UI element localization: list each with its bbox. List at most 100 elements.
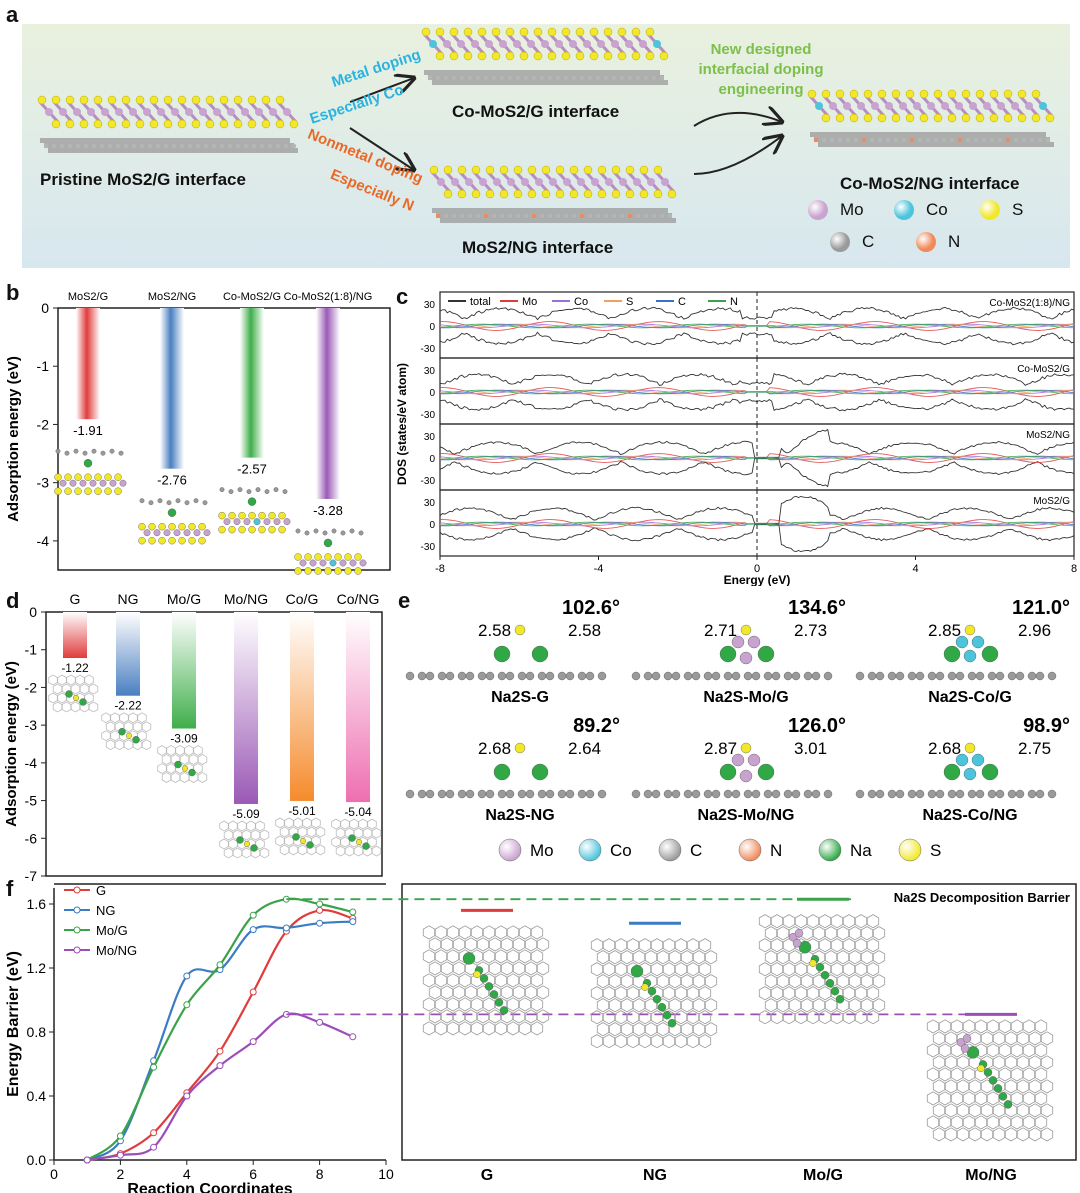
carbon-atom	[587, 75, 593, 81]
hexagon	[860, 950, 874, 965]
carbon-atom	[585, 789, 595, 799]
mo-atom	[59, 108, 67, 116]
hexagon	[938, 1091, 952, 1106]
mo-atom	[493, 178, 501, 186]
bond-angle: 121.0°	[1012, 597, 1070, 619]
hexagon	[302, 817, 312, 829]
hexagon	[494, 1021, 508, 1036]
hexagon	[1004, 1055, 1018, 1070]
carbon-atom	[627, 213, 633, 219]
mo-atom	[115, 108, 123, 116]
graphene-layer	[424, 70, 660, 75]
hexagon	[446, 1021, 460, 1036]
mo-atom	[193, 529, 201, 537]
carbon-atom	[659, 213, 665, 219]
carbon-atom	[515, 75, 521, 81]
x-tick-label: 6	[249, 1166, 257, 1182]
s-atom	[583, 189, 593, 199]
hexagon	[590, 1010, 604, 1025]
carbon-atom	[875, 789, 885, 799]
carbon-atom	[491, 75, 497, 81]
y-axis-label: Adsorption energy (eV)	[3, 661, 20, 827]
hexagon	[157, 745, 167, 756]
carbon-atom	[811, 671, 821, 681]
hexagon	[506, 973, 520, 988]
carbon-atom	[100, 450, 106, 456]
s-atom	[933, 89, 943, 99]
s-atom	[617, 51, 627, 61]
panel-label-b: b	[6, 280, 20, 305]
carbon-atom	[1027, 789, 1037, 799]
carbon-atom	[813, 137, 819, 143]
carbon-atom	[1047, 789, 1057, 799]
hexagon	[250, 829, 261, 841]
carbon-atom	[451, 75, 457, 81]
mo-atom	[79, 479, 87, 487]
carbon-atom	[631, 671, 641, 681]
carbon-atom	[405, 789, 415, 799]
hexagon	[998, 1043, 1012, 1058]
hexagon	[500, 961, 514, 976]
mo-atom	[319, 559, 327, 567]
data-point	[116, 1132, 124, 1140]
s-atom	[541, 165, 551, 175]
hexagon	[219, 820, 229, 832]
s-atom	[178, 522, 186, 531]
data-point	[183, 1001, 191, 1009]
mo-atom	[611, 40, 619, 48]
mo-atom	[143, 108, 151, 116]
bond-length: 2.75	[1018, 739, 1051, 758]
s-atom	[188, 536, 196, 545]
hexagon	[674, 1034, 688, 1049]
bond-angle: 89.2°	[573, 715, 620, 737]
hexagon	[512, 937, 526, 952]
carbon-atom	[965, 137, 971, 143]
bar	[172, 612, 196, 729]
carbon-atom	[803, 789, 813, 799]
hexagon	[692, 950, 706, 965]
plot-frame	[57, 307, 391, 571]
mo-atom	[535, 178, 543, 186]
hexagon	[602, 986, 616, 1001]
legend-label: Co	[610, 841, 632, 860]
bar	[116, 612, 140, 696]
carbon-atom	[927, 789, 937, 799]
hexagon	[250, 847, 261, 859]
hexagon	[335, 827, 346, 839]
carbon-atom	[855, 789, 865, 799]
carbon-atom	[175, 498, 181, 504]
carbon-atom	[577, 671, 587, 681]
s-atom	[491, 27, 501, 37]
carbon-atom	[1007, 671, 1017, 681]
hexagon	[650, 1010, 664, 1025]
s-atom	[158, 522, 166, 531]
carbon-atom	[711, 671, 721, 681]
na-atom	[132, 736, 140, 744]
hexagon	[48, 674, 58, 686]
panel-e-svg: 102.6° 2.58 2.58 Na2S-G 134.6° 2.71 2.73 Na2S-M…	[405, 597, 1070, 862]
hexagon	[872, 974, 886, 989]
mo-atom	[815, 102, 823, 110]
carbon-atom	[435, 75, 441, 81]
hexagon	[638, 1010, 652, 1025]
na-path-atom	[1003, 1100, 1013, 1109]
carbon-atom	[417, 671, 427, 681]
carbon-atom	[523, 213, 529, 219]
x-tick-label: 0	[50, 1166, 58, 1182]
hexagon	[992, 1127, 1006, 1142]
s-atom	[198, 522, 206, 531]
hexagon	[986, 1043, 1000, 1058]
structure-thumbnail	[275, 817, 326, 856]
hexagon	[788, 950, 802, 965]
carbon-atom	[947, 671, 957, 681]
s-atom	[863, 113, 873, 123]
carbon-atom	[437, 671, 447, 681]
y-tick-label: 0	[41, 300, 49, 316]
s-atom	[631, 27, 641, 37]
hexagon	[132, 721, 143, 733]
s-atom	[334, 553, 342, 561]
data-point	[349, 908, 357, 916]
hexagon	[70, 683, 81, 695]
hexagon	[764, 950, 778, 965]
value-label: -5.04	[344, 805, 372, 819]
